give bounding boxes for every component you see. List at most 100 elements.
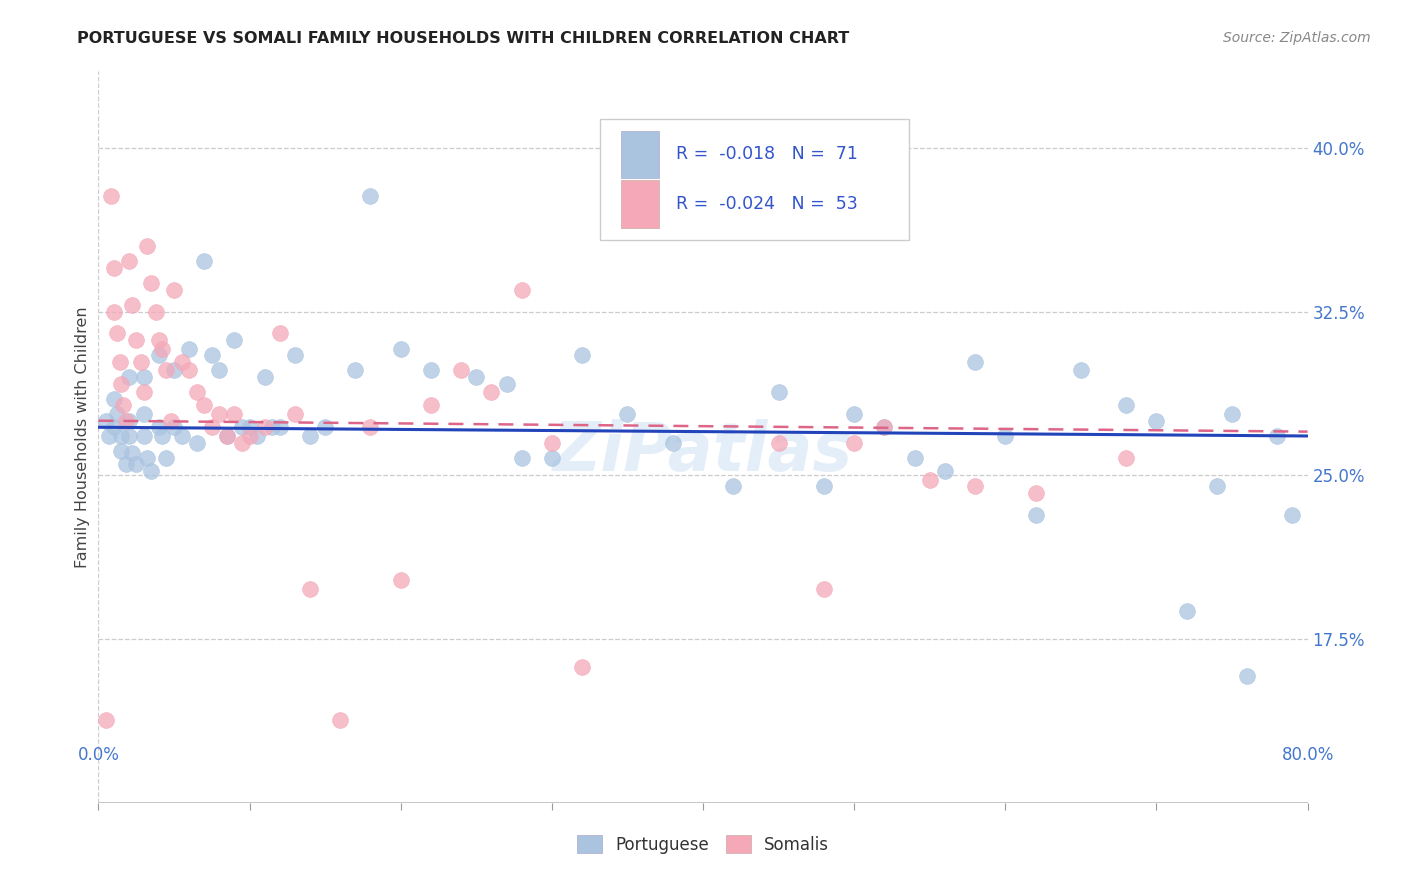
Point	[150, 429, 173, 443]
Point	[193, 399, 215, 413]
Point	[148, 420, 170, 434]
Point	[110, 376, 132, 391]
Point	[215, 429, 238, 443]
Point	[873, 420, 896, 434]
Point	[94, 713, 117, 727]
Point	[253, 370, 276, 384]
Point	[193, 254, 215, 268]
Point	[389, 573, 412, 587]
Point	[132, 370, 155, 384]
Point	[215, 429, 238, 443]
Bar	[621, 130, 659, 178]
Point	[314, 420, 336, 434]
Point	[103, 392, 125, 406]
Point	[163, 363, 186, 377]
Point	[844, 407, 866, 421]
Point	[873, 420, 896, 434]
Point	[118, 414, 141, 428]
Point	[145, 304, 167, 318]
FancyBboxPatch shape	[600, 119, 908, 240]
Point	[344, 363, 367, 377]
Point	[114, 458, 136, 472]
Point	[1236, 669, 1258, 683]
Point	[125, 458, 148, 472]
Point	[540, 450, 562, 465]
Point	[186, 385, 208, 400]
Point	[94, 414, 117, 428]
Point	[813, 582, 835, 596]
Text: 0.0%: 0.0%	[77, 746, 120, 764]
Point	[231, 420, 253, 434]
Point	[1024, 508, 1046, 522]
Point	[98, 429, 121, 443]
Point	[571, 348, 593, 362]
Point	[118, 254, 141, 268]
Point	[110, 444, 132, 458]
Point	[262, 420, 284, 434]
Point	[284, 348, 307, 362]
Point	[132, 429, 155, 443]
Point	[253, 420, 276, 434]
Text: 80.0%: 80.0%	[1281, 746, 1334, 764]
Point	[224, 333, 246, 347]
Point	[132, 385, 155, 400]
Point	[284, 407, 307, 421]
Point	[1175, 604, 1198, 618]
Point	[360, 420, 382, 434]
Point	[129, 355, 152, 369]
Point	[481, 385, 503, 400]
Point	[239, 420, 262, 434]
Point	[994, 429, 1017, 443]
Point	[239, 429, 262, 443]
Point	[135, 239, 157, 253]
Point	[179, 342, 201, 356]
Point	[170, 429, 193, 443]
Point	[1144, 414, 1167, 428]
Point	[132, 407, 155, 421]
Point	[299, 582, 322, 596]
Point	[965, 479, 987, 493]
Point	[163, 420, 186, 434]
Point	[148, 348, 170, 362]
Point	[768, 385, 790, 400]
Point	[103, 304, 125, 318]
Point	[1115, 399, 1137, 413]
Point	[1220, 407, 1243, 421]
Point	[571, 660, 593, 674]
Point	[661, 435, 683, 450]
Point	[155, 450, 177, 465]
Point	[246, 429, 269, 443]
Point	[100, 189, 122, 203]
Point	[1206, 479, 1229, 493]
Point	[148, 333, 170, 347]
Point	[934, 464, 956, 478]
Point	[108, 355, 131, 369]
Point	[360, 189, 382, 203]
Text: R =  -0.024   N =  53: R = -0.024 N = 53	[676, 195, 858, 213]
Point	[231, 435, 253, 450]
Y-axis label: Family Households with Children: Family Households with Children	[75, 306, 90, 568]
Point	[224, 407, 246, 421]
Point	[495, 376, 517, 391]
Point	[141, 464, 163, 478]
Point	[186, 435, 208, 450]
Point	[1267, 429, 1289, 443]
Point	[269, 326, 291, 341]
Point	[465, 370, 488, 384]
Point	[208, 363, 231, 377]
Point	[105, 326, 128, 341]
Text: ZiPatlas: ZiPatlas	[553, 418, 853, 484]
Point	[170, 355, 193, 369]
Point	[723, 479, 745, 493]
Point	[125, 333, 148, 347]
Point	[114, 414, 136, 428]
Point	[813, 479, 835, 493]
Text: PORTUGUESE VS SOMALI FAMILY HOUSEHOLDS WITH CHILDREN CORRELATION CHART: PORTUGUESE VS SOMALI FAMILY HOUSEHOLDS W…	[77, 31, 849, 46]
Point	[450, 363, 472, 377]
Point	[1024, 485, 1046, 500]
Point	[208, 407, 231, 421]
Legend: Portuguese, Somalis: Portuguese, Somalis	[571, 829, 835, 860]
Point	[103, 420, 125, 434]
Point	[135, 450, 157, 465]
Point	[768, 435, 790, 450]
